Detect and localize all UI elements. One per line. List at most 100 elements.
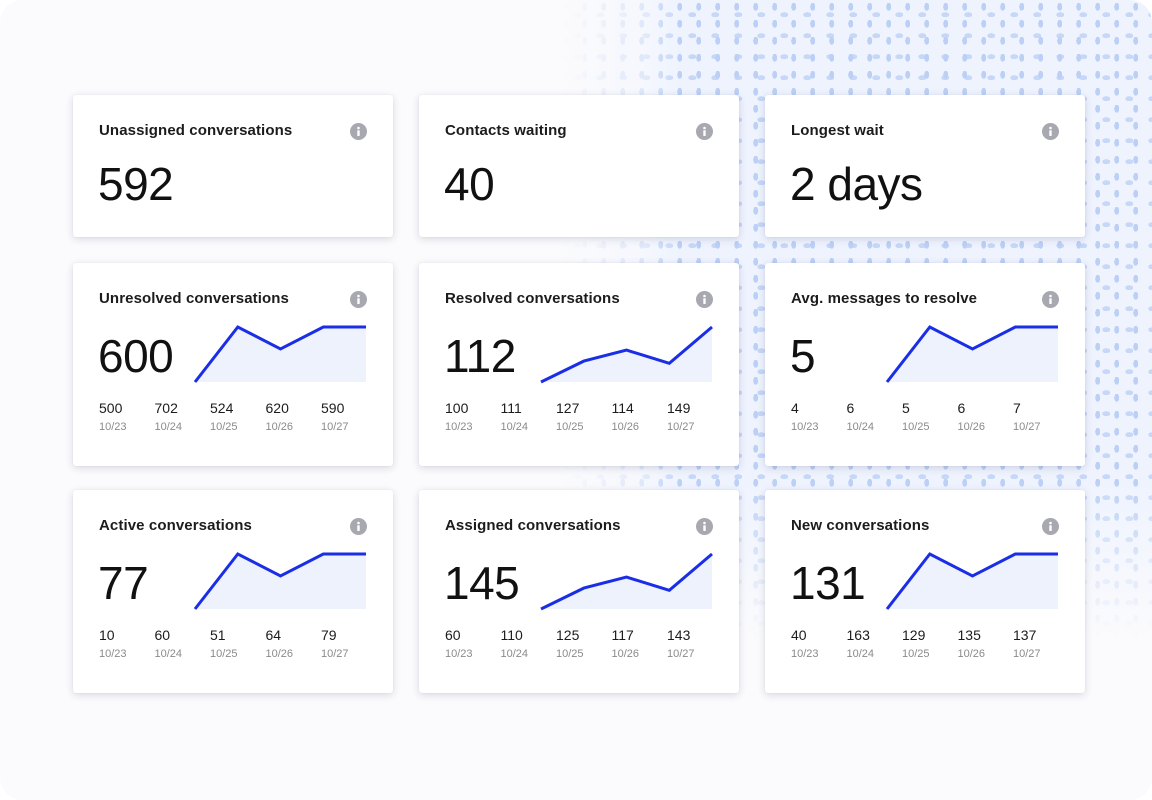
day-date: 10/23 — [445, 648, 473, 660]
daily-values: 500 10/23 702 10/24 524 10/25 620 10/26 590 10/27 — [99, 400, 379, 440]
card-avg-messages-to-resolve: Avg. messages to resolve 5 4 10/23 6 10/24 5 10… — [765, 263, 1085, 466]
day-column: 5 10/25 — [902, 400, 930, 433]
metric-value: 131 — [790, 557, 866, 609]
daily-values: 40 10/23 163 10/24 129 10/25 135 10/26 137 10/27 — [791, 627, 1071, 667]
day-date: 10/25 — [210, 421, 238, 433]
day-value: 590 — [321, 400, 345, 416]
sparkline-area — [195, 327, 366, 382]
day-value: 6 — [957, 400, 966, 416]
sparkline-area — [541, 554, 712, 609]
day-column: 127 10/25 — [556, 400, 584, 433]
day-value: 60 — [154, 627, 171, 643]
info-circle-icon[interactable] — [350, 123, 367, 140]
day-date: 10/26 — [957, 648, 986, 660]
daily-values: 60 10/23 110 10/24 125 10/25 117 10/26 143 10/27 — [445, 627, 725, 667]
sparkline-chart — [540, 552, 713, 611]
info-circle-icon[interactable] — [696, 291, 713, 308]
day-value: 7 — [1013, 400, 1021, 416]
daily-values: 4 10/23 6 10/24 5 10/25 6 10/26 7 10/27 — [791, 400, 1071, 440]
day-value: 114 — [611, 400, 634, 416]
day-value: 702 — [154, 400, 178, 416]
sparkline-chart — [885, 325, 1059, 383]
day-column: 620 10/26 — [266, 400, 294, 433]
day-column: 51 10/25 — [210, 627, 238, 660]
info-circle-icon[interactable] — [696, 123, 713, 140]
day-value: 143 — [667, 627, 691, 643]
day-column: 129 10/25 — [902, 627, 930, 660]
day-column: 500 10/23 — [99, 400, 127, 433]
day-value: 500 — [99, 400, 123, 416]
day-value: 524 — [210, 400, 234, 416]
sparkline-area — [541, 327, 712, 382]
day-date: 10/23 — [791, 648, 819, 660]
day-date: 10/26 — [611, 421, 640, 433]
sparkline-chart — [193, 325, 367, 383]
card-unassigned-conversations: Unassigned conversations 592 — [73, 95, 393, 237]
info-circle-icon[interactable] — [350, 291, 367, 308]
day-column: 125 10/25 — [556, 627, 584, 660]
day-value: 163 — [846, 627, 870, 643]
day-value: 135 — [957, 627, 981, 643]
day-date: 10/25 — [902, 421, 930, 433]
info-circle-icon[interactable] — [696, 518, 713, 535]
card-title: Assigned conversations — [445, 517, 621, 534]
day-column: 100 10/23 — [445, 400, 473, 433]
sparkline-area — [887, 327, 1058, 382]
day-column: 7 10/27 — [1013, 400, 1041, 433]
day-value: 125 — [556, 627, 580, 643]
card-unresolved-conversations: Unresolved conversations 600 500 10/23 702 10… — [73, 263, 393, 466]
day-date: 10/24 — [154, 648, 183, 660]
day-column: 114 10/26 — [612, 400, 640, 433]
day-value: 149 — [667, 400, 691, 416]
card-new-conversations: New conversations 131 40 10/23 163 10/24 129 10… — [765, 490, 1085, 693]
day-column: 524 10/25 — [210, 400, 238, 433]
metric-value: 592 — [98, 158, 174, 210]
day-value: 40 — [791, 627, 807, 643]
card-title: New conversations — [791, 517, 930, 534]
day-value: 129 — [902, 627, 926, 643]
day-date: 10/24 — [846, 648, 875, 660]
day-date: 10/26 — [265, 648, 294, 660]
day-column: 64 10/26 — [266, 627, 294, 660]
info-circle-icon[interactable] — [350, 518, 367, 535]
card-title: Longest wait — [791, 122, 884, 139]
sparkline-chart — [885, 552, 1059, 610]
day-date: 10/26 — [611, 648, 640, 660]
day-column: 702 10/24 — [155, 400, 183, 433]
info-circle-icon[interactable] — [1042, 518, 1059, 535]
card-active-conversations: Active conversations 77 10 10/23 60 10/24 51 10… — [73, 490, 393, 693]
day-date: 10/25 — [556, 421, 584, 433]
info-circle-icon[interactable] — [1042, 291, 1059, 308]
day-column: 110 10/24 — [501, 627, 529, 660]
day-value: 51 — [210, 627, 226, 643]
daily-values: 10 10/23 60 10/24 51 10/25 64 10/26 79 10/27 — [99, 627, 379, 667]
day-date: 10/23 — [791, 421, 819, 433]
day-date: 10/23 — [99, 648, 127, 660]
card-contacts-waiting: Contacts waiting 40 — [419, 95, 739, 237]
day-date: 10/27 — [321, 648, 349, 660]
metric-value: 5 — [790, 330, 816, 382]
day-value: 64 — [265, 627, 282, 643]
day-date: 10/24 — [500, 421, 529, 433]
day-column: 135 10/26 — [958, 627, 986, 660]
day-column: 6 10/24 — [847, 400, 875, 433]
day-column: 143 10/27 — [667, 627, 695, 660]
card-longest-wait: Longest wait 2 days — [765, 95, 1085, 237]
metric-value: 2 days — [790, 158, 923, 210]
day-value: 10 — [99, 627, 115, 643]
day-date: 10/27 — [1013, 421, 1041, 433]
day-value: 100 — [445, 400, 469, 416]
day-value: 5 — [902, 400, 910, 416]
day-date: 10/27 — [667, 648, 695, 660]
info-circle-icon[interactable] — [1042, 123, 1059, 140]
sparkline-area — [887, 554, 1058, 609]
day-date: 10/27 — [667, 421, 695, 433]
day-column: 10 10/23 — [99, 627, 127, 660]
card-title: Active conversations — [99, 517, 252, 534]
daily-values: 100 10/23 111 10/24 127 10/25 114 10/26 149 10/27 — [445, 400, 725, 440]
day-value: 4 — [791, 400, 799, 416]
day-column: 590 10/27 — [321, 400, 349, 433]
sparkline-chart — [540, 325, 713, 384]
day-column: 117 10/26 — [612, 627, 640, 660]
day-date: 10/27 — [321, 421, 349, 433]
